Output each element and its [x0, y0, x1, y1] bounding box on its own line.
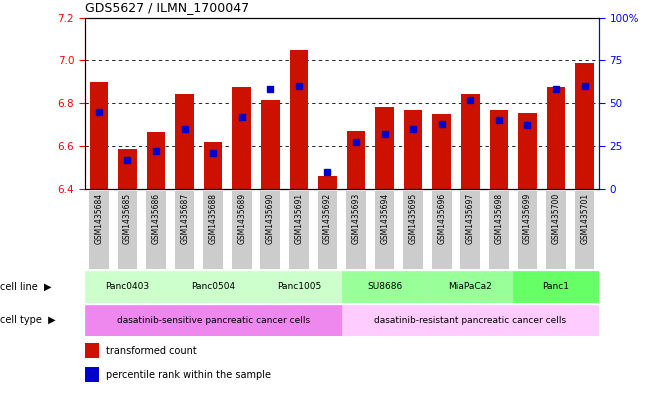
Bar	[513, 271, 599, 303]
Bar	[146, 132, 165, 189]
Text: GSM1435685: GSM1435685	[123, 193, 132, 244]
Text: GSM1435700: GSM1435700	[551, 193, 561, 244]
Bar	[318, 176, 337, 189]
Text: GSM1435689: GSM1435689	[237, 193, 246, 244]
Bar	[347, 131, 365, 189]
Bar	[232, 87, 251, 189]
Text: GSM1435698: GSM1435698	[494, 193, 503, 244]
Text: GSM1435690: GSM1435690	[266, 193, 275, 244]
Text: GSM1435688: GSM1435688	[209, 193, 217, 244]
Bar	[85, 271, 171, 303]
Bar	[404, 191, 423, 269]
Bar	[171, 271, 256, 303]
Bar	[376, 107, 394, 189]
Text: GSM1435694: GSM1435694	[380, 193, 389, 244]
Text: Panc1: Panc1	[542, 283, 570, 291]
Text: MiaPaCa2: MiaPaCa2	[449, 283, 492, 291]
Text: dasatinib-sensitive pancreatic cancer cells: dasatinib-sensitive pancreatic cancer ce…	[117, 316, 310, 325]
Text: GSM1435691: GSM1435691	[294, 193, 303, 244]
Bar	[575, 62, 594, 189]
Bar	[461, 94, 480, 189]
Bar	[90, 82, 108, 189]
Bar	[518, 191, 537, 269]
Text: transformed count: transformed count	[106, 346, 197, 356]
Text: GSM1435699: GSM1435699	[523, 193, 532, 244]
Bar	[85, 343, 99, 358]
Bar	[346, 191, 366, 269]
Bar	[85, 367, 99, 382]
Bar	[518, 113, 537, 189]
Text: Panc1005: Panc1005	[277, 283, 321, 291]
Text: dasatinib-resistant pancreatic cancer cells: dasatinib-resistant pancreatic cancer ce…	[374, 316, 566, 325]
Bar	[118, 191, 137, 269]
Bar	[432, 191, 452, 269]
Bar	[260, 191, 280, 269]
Text: Panc0504: Panc0504	[191, 283, 235, 291]
Text: percentile rank within the sample: percentile rank within the sample	[106, 370, 271, 380]
Text: GSM1435696: GSM1435696	[437, 193, 447, 244]
Bar	[290, 50, 308, 189]
Bar	[289, 191, 309, 269]
Bar	[256, 271, 342, 303]
Bar	[490, 110, 508, 189]
Text: GSM1435692: GSM1435692	[323, 193, 332, 244]
Text: GSM1435686: GSM1435686	[152, 193, 161, 244]
Bar	[432, 114, 451, 189]
Bar	[146, 191, 166, 269]
Text: GSM1435693: GSM1435693	[352, 193, 361, 244]
Bar	[575, 191, 594, 269]
Text: GSM1435695: GSM1435695	[409, 193, 418, 244]
Text: cell line  ▶: cell line ▶	[0, 282, 51, 292]
Bar	[546, 191, 566, 269]
Text: GSM1435697: GSM1435697	[466, 193, 475, 244]
Bar	[547, 87, 565, 189]
Bar	[174, 191, 195, 269]
Bar	[89, 191, 109, 269]
Bar	[85, 305, 342, 336]
Bar	[428, 271, 513, 303]
Bar	[489, 191, 509, 269]
Text: SU8686: SU8686	[367, 283, 402, 291]
Bar	[261, 100, 280, 189]
Bar	[175, 94, 194, 189]
Text: GSM1435687: GSM1435687	[180, 193, 189, 244]
Text: GDS5627 / ILMN_1700047: GDS5627 / ILMN_1700047	[85, 1, 249, 14]
Text: cell type  ▶: cell type ▶	[0, 315, 55, 325]
Bar	[460, 191, 480, 269]
Bar	[118, 149, 137, 189]
Text: GSM1435684: GSM1435684	[94, 193, 104, 244]
Bar	[404, 110, 422, 189]
Bar	[342, 271, 428, 303]
Text: GSM1435701: GSM1435701	[580, 193, 589, 244]
Bar	[375, 191, 395, 269]
Bar	[318, 191, 337, 269]
Text: Panc0403: Panc0403	[105, 283, 150, 291]
Bar	[342, 305, 599, 336]
Bar	[203, 191, 223, 269]
Bar	[232, 191, 252, 269]
Bar	[204, 141, 223, 189]
